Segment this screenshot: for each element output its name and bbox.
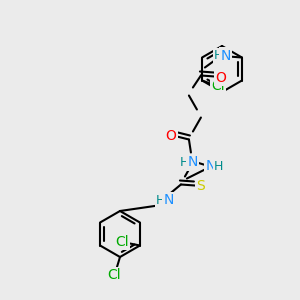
Text: H: H xyxy=(214,49,224,62)
Text: H: H xyxy=(180,156,190,169)
Text: Cl: Cl xyxy=(107,268,121,282)
Text: H: H xyxy=(156,194,166,207)
Text: N: N xyxy=(188,155,198,170)
Text: N: N xyxy=(206,160,216,173)
Text: S: S xyxy=(196,179,205,194)
Text: O: O xyxy=(166,128,176,142)
Text: H: H xyxy=(214,160,224,173)
Text: Cl: Cl xyxy=(115,235,129,248)
Text: N: N xyxy=(221,49,231,62)
Text: Cl: Cl xyxy=(211,80,225,94)
Text: N: N xyxy=(164,194,174,208)
Text: O: O xyxy=(215,70,226,85)
